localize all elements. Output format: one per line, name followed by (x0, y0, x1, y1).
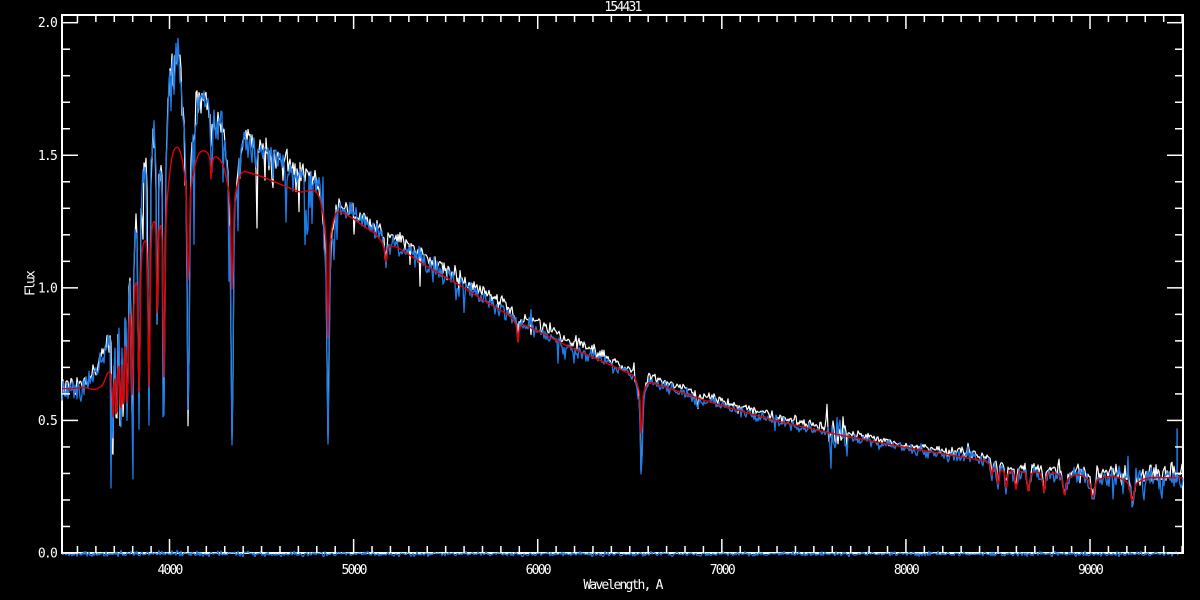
y-tick-label: 1.5 (38, 149, 57, 164)
axis-ticks (62, 15, 1183, 554)
series-group (61, 37, 1184, 557)
y-axis-label: Flux (23, 271, 39, 297)
x-tick-label: 7000 (710, 563, 735, 578)
y-tick-label: 1.0 (38, 281, 57, 296)
x-tick-label: 6000 (526, 563, 551, 578)
y-tick-label: 2.0 (38, 16, 57, 31)
x-tick-label: 5000 (342, 563, 367, 578)
x-tick-label: 4000 (157, 563, 182, 578)
plot-frame (61, 14, 1184, 554)
tick-labels: 4000 5000 6000 7000 8000 9000 0.0 0.5 1.0 1.5 2.0 (38, 16, 1105, 578)
plot-title: 154431 (604, 0, 642, 15)
x-axis-label: Wavelength, A (583, 578, 663, 593)
series-model (62, 146, 1184, 502)
series-residual (61, 549, 1179, 557)
x-tick-label: 9000 (1078, 563, 1103, 578)
y-tick-label: 0.0 (38, 547, 57, 562)
x-tick-label: 8000 (894, 563, 919, 578)
series-observed-smoothed (61, 48, 1184, 504)
y-tick-label: 0.5 (38, 414, 57, 429)
series-observed (61, 37, 1184, 508)
